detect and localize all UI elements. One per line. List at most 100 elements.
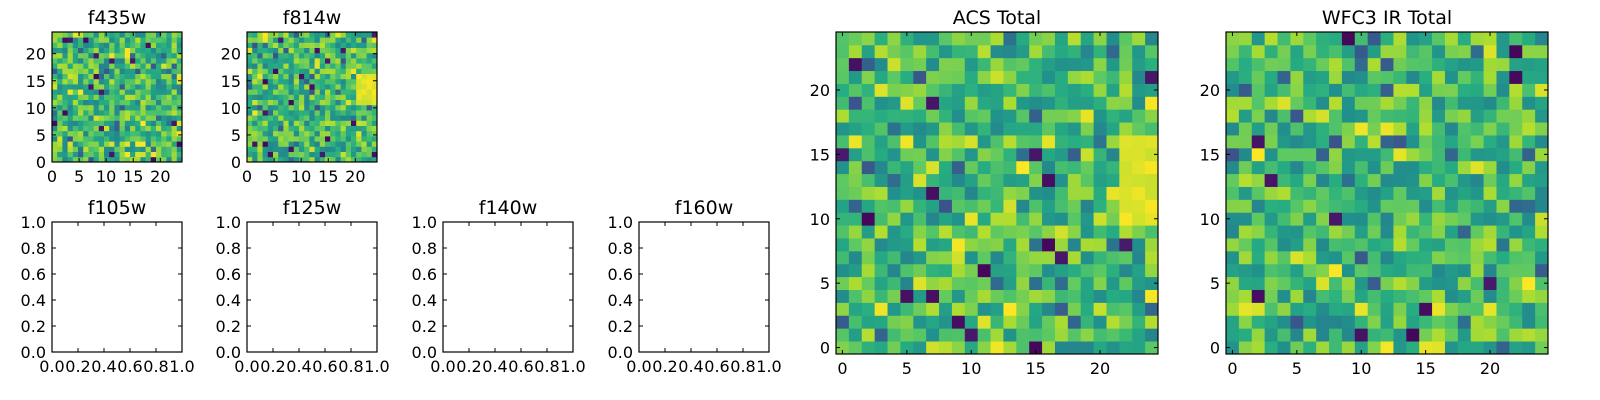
heatmap-cell: [119, 110, 126, 116]
heatmap-cell: [1367, 44, 1381, 59]
heatmap-cell: [140, 58, 146, 64]
heatmap-cell: [1277, 122, 1291, 136]
heatmap-cell: [150, 156, 157, 163]
heatmap-cell: [1380, 199, 1394, 213]
heatmap-cell: [848, 263, 863, 278]
heatmap-cell: [304, 99, 310, 106]
heatmap-cell: [1106, 315, 1120, 329]
heatmap-cell: [314, 156, 321, 163]
heatmap-cell: [1042, 96, 1056, 110]
heatmap-cell: [166, 136, 172, 142]
heatmap-cell: [913, 276, 927, 290]
heatmap-cell: [1457, 135, 1472, 149]
heatmap-cell: [156, 37, 162, 43]
heatmap-cell: [1509, 173, 1523, 187]
heatmap-cell: [361, 32, 367, 38]
heatmap-cell: [262, 110, 269, 116]
heatmap-cell: [156, 141, 162, 147]
heatmap-cell: [1290, 276, 1304, 290]
heatmap-cell: [145, 32, 152, 38]
heatmap-cell: [104, 37, 110, 43]
heatmap-cell: [252, 84, 258, 90]
heatmap-cell: [366, 32, 373, 38]
heatmap-cell: [1290, 315, 1304, 329]
heatmap-cell: [140, 32, 146, 38]
panel-title: f105w: [88, 197, 147, 219]
heatmap-cell: [293, 146, 300, 152]
heatmap-cell: [848, 173, 863, 187]
heatmap-cell: [1483, 122, 1497, 136]
heatmap-cell: [1496, 302, 1510, 316]
heatmap-cell: [990, 173, 1004, 187]
heatmap-cell: [1483, 160, 1497, 175]
heatmap-cell: [1016, 96, 1030, 110]
heatmap-cell: [176, 42, 183, 48]
heatmap-cell: [990, 199, 1004, 213]
heatmap-cell: [1483, 250, 1497, 265]
heatmap-cell: [1303, 70, 1317, 84]
heatmap-cell: [104, 141, 110, 147]
x-tick-label: 0: [242, 167, 252, 186]
heatmap-cell: [977, 147, 991, 162]
heatmap-cell: [1132, 276, 1146, 290]
heatmap-cell: [156, 47, 162, 54]
heatmap-cell: [319, 78, 326, 85]
heatmap-cell: [913, 199, 927, 213]
heatmap-cell: [262, 115, 269, 121]
heatmap-cell: [267, 151, 274, 158]
heatmap-cell: [299, 130, 305, 137]
heatmap-cell: [1457, 173, 1472, 187]
heatmap-cell: [1457, 57, 1472, 72]
heatmap-cell: [977, 135, 991, 149]
heatmap-cell: [62, 125, 68, 132]
y-tick-label: 10: [810, 210, 830, 229]
heatmap-cell: [1470, 44, 1484, 59]
heatmap-cell: [330, 104, 336, 111]
heatmap-cell: [124, 37, 131, 43]
heatmap-cell: [1419, 263, 1433, 278]
heatmap-cell: [900, 276, 914, 290]
heatmap-cell: [1054, 250, 1069, 265]
heatmap-cell: [1457, 122, 1472, 136]
heatmap-cell: [1509, 341, 1523, 355]
heatmap-cell: [340, 146, 347, 152]
heatmap-cell: [299, 110, 305, 116]
heatmap-cell: [1080, 83, 1094, 97]
heatmap-cell: [325, 84, 331, 90]
heatmap-cell: [325, 99, 331, 106]
heatmap-cell: [900, 250, 914, 265]
heatmap-cell: [273, 32, 279, 38]
heatmap-cell: [1264, 122, 1278, 136]
heatmap-cell: [267, 78, 274, 85]
heatmap-cell: [104, 78, 110, 85]
x-tick-label: 0.6: [704, 357, 729, 376]
heatmap-cell: [83, 94, 89, 100]
x-tick-label: 0.4: [482, 357, 507, 376]
heatmap-cell: [83, 156, 89, 163]
heatmap-cell: [1393, 70, 1407, 84]
heatmap-cell: [1132, 263, 1146, 278]
heatmap-cell: [252, 94, 258, 100]
heatmap-cell: [1470, 83, 1484, 97]
x-tick-label: 0.2: [652, 357, 677, 376]
heatmap-cell: [1277, 57, 1291, 72]
x-tick-label: 20: [345, 167, 365, 186]
heatmap-cell: [1303, 109, 1317, 123]
heatmap-cell: [319, 32, 326, 38]
heatmap-cell: [150, 37, 157, 43]
heatmap-cell: [1093, 341, 1107, 355]
heatmap-cell: [1470, 225, 1484, 239]
heatmap-cell: [977, 263, 991, 278]
heatmap-cell: [1522, 302, 1536, 316]
x-tick-label: 15: [123, 167, 143, 186]
heatmap-cell: [964, 302, 979, 316]
heatmap-cell: [78, 94, 84, 100]
heatmap-cell: [288, 89, 295, 95]
heatmap-cell: [319, 110, 326, 116]
heatmap-cell: [1380, 238, 1394, 252]
heatmap-cell: [1444, 109, 1459, 123]
heatmap-cell: [1432, 289, 1446, 303]
heatmap-cell: [109, 32, 115, 38]
heatmap-cell: [1054, 173, 1069, 187]
heatmap-cell: [304, 115, 310, 121]
